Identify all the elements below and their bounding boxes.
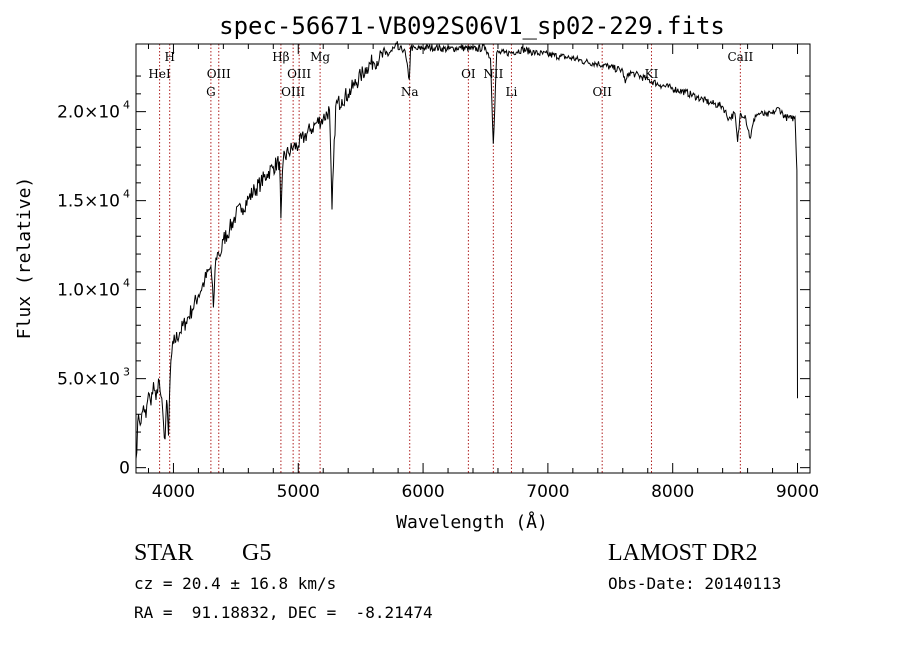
- line-label: Hβ: [272, 50, 289, 64]
- line-label: Li: [506, 85, 518, 99]
- line-label: Na: [401, 85, 419, 99]
- y-tick-exponent: 4: [123, 277, 130, 290]
- y-tick-label: 0: [119, 459, 130, 479]
- y-axis-label: Flux (relative): [14, 177, 35, 340]
- y-tick-label: 1.0×10: [57, 281, 120, 301]
- line-label: OII: [593, 85, 613, 99]
- y-tick-label: 1.5×10: [57, 192, 120, 212]
- y-tick-exponent: 4: [123, 188, 130, 201]
- object-subclass: G5: [242, 540, 272, 566]
- obs-date: Obs-Date: 20140113: [608, 574, 782, 593]
- y-tick-label: 5.0×10: [57, 370, 120, 390]
- x-axis-ticks: 4000 5000 6000 7000 8000 9000: [147, 44, 819, 502]
- object-class: STAR: [134, 540, 194, 566]
- line-label: HeI: [148, 67, 171, 81]
- coordinates: RA = 91.18832, DEC = -8.21474: [134, 603, 433, 622]
- line-label: NII: [483, 67, 503, 81]
- line-label: G: [206, 85, 216, 99]
- plot-frame: [135, 43, 811, 474]
- y-tick-exponent: 4: [123, 99, 130, 112]
- line-label: H: [164, 50, 174, 64]
- line-label: CaII: [727, 50, 753, 64]
- x-tick-label: 7000: [526, 482, 569, 502]
- spectrum-line: [135, 41, 798, 459]
- velocity-readout: cz = 20.4 ± 16.8 km/s: [134, 574, 337, 593]
- line-label: OIII: [281, 85, 305, 99]
- chart-title: spec-56671-VB092S06V1_sp02-229.fits: [219, 12, 725, 40]
- line-label: OIII: [287, 67, 311, 81]
- survey-name: LAMOST DR2: [608, 540, 758, 566]
- y-axis-ticks: 05.0×10 31.0×10 41.5×10 42.0×10 4: [57, 75, 810, 479]
- line-label: KI: [645, 67, 659, 81]
- x-tick-label: 6000: [401, 482, 444, 502]
- x-tick-label: 4000: [152, 482, 195, 502]
- line-label: Mg: [310, 50, 330, 64]
- x-tick-label: 9000: [776, 482, 819, 502]
- line-label: OIII: [207, 67, 231, 81]
- y-tick-exponent: 3: [123, 366, 130, 379]
- x-axis-label: Wavelength (Å): [396, 511, 548, 533]
- line-label: OI: [461, 67, 476, 81]
- x-tick-label: 5000: [277, 482, 320, 502]
- x-tick-label: 8000: [651, 482, 694, 502]
- y-tick-label: 2.0×10: [57, 103, 120, 123]
